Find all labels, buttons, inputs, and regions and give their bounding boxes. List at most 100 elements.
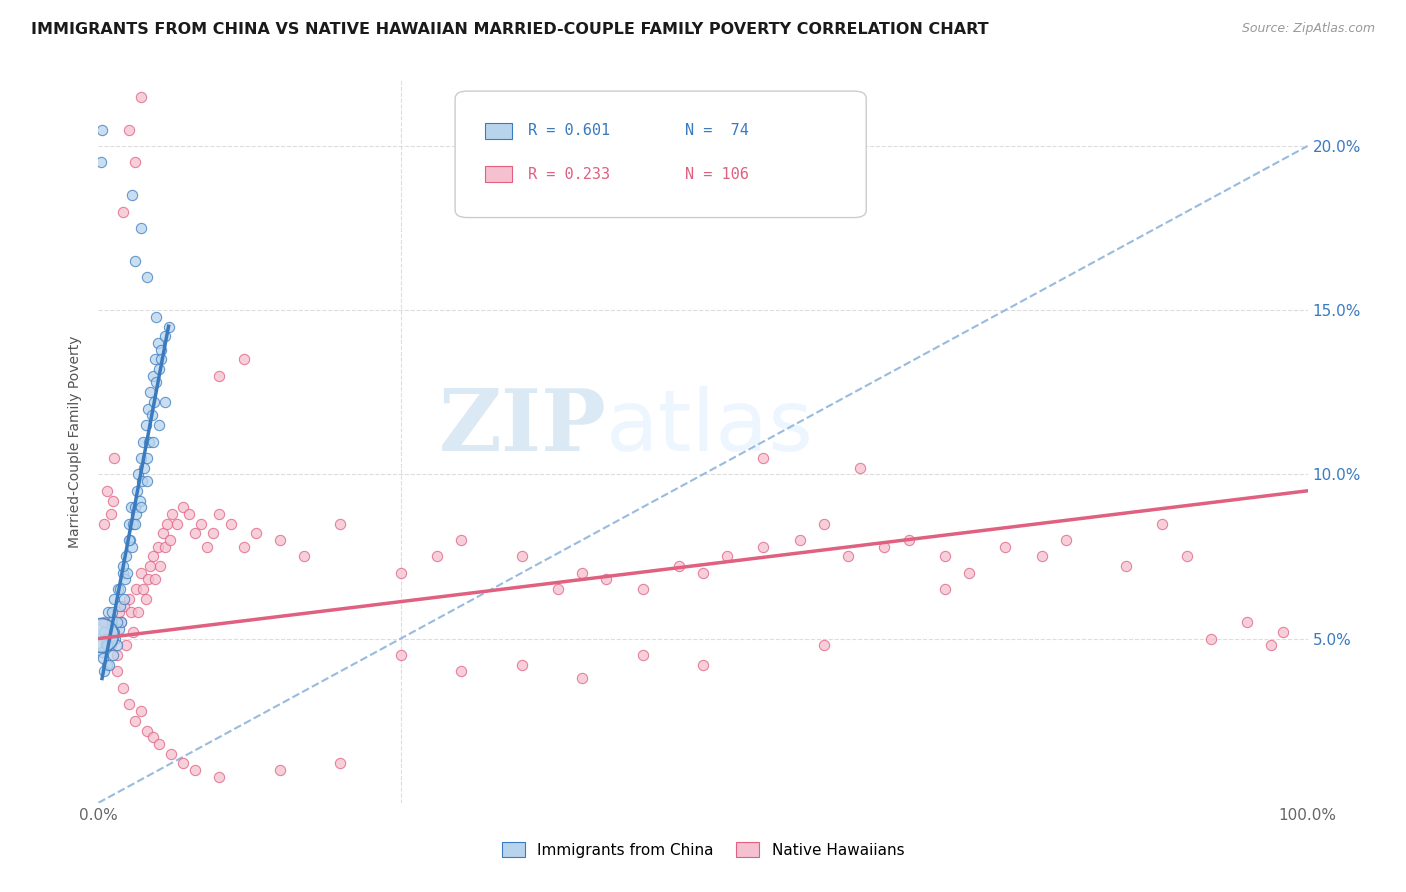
Point	[129, 89, 152, 103]
Point	[897, 533, 920, 547]
Point	[547, 582, 569, 597]
Point	[121, 188, 143, 202]
Point	[184, 763, 207, 777]
Point	[389, 566, 412, 580]
Point	[135, 723, 157, 738]
Point	[849, 460, 872, 475]
Point	[148, 362, 170, 376]
Point	[111, 566, 134, 580]
Point	[571, 671, 593, 685]
Point	[96, 638, 118, 652]
Point	[143, 573, 166, 587]
Point	[118, 122, 141, 136]
FancyBboxPatch shape	[456, 91, 866, 218]
Point	[149, 559, 172, 574]
Text: atlas: atlas	[606, 385, 814, 468]
Point	[752, 450, 775, 465]
Point	[142, 730, 165, 744]
Point	[105, 638, 128, 652]
Y-axis label: Married-Couple Family Poverty: Married-Couple Family Poverty	[69, 335, 83, 548]
Point	[143, 395, 166, 409]
Point	[98, 657, 121, 672]
Point	[292, 549, 315, 564]
Point	[145, 310, 167, 324]
Point	[105, 665, 128, 679]
Point	[813, 638, 835, 652]
Point	[118, 533, 141, 547]
Point	[124, 516, 146, 531]
Point	[91, 645, 114, 659]
Point	[1031, 549, 1053, 564]
Point	[91, 651, 114, 665]
Point	[118, 533, 141, 547]
Point	[110, 615, 132, 630]
Point	[131, 474, 153, 488]
Point	[138, 434, 160, 449]
Point	[129, 450, 152, 465]
Point	[101, 648, 124, 662]
Point	[108, 599, 131, 613]
Point	[101, 493, 124, 508]
Point	[159, 533, 181, 547]
Point	[129, 221, 152, 235]
Point	[107, 582, 129, 597]
Point	[152, 526, 174, 541]
Point	[716, 549, 738, 564]
Point	[232, 352, 254, 367]
Point	[132, 434, 155, 449]
Point	[221, 516, 243, 531]
Point	[129, 704, 152, 718]
Point	[100, 615, 122, 630]
Point	[1152, 516, 1174, 531]
Point	[115, 638, 138, 652]
Point	[134, 460, 156, 475]
Point	[190, 516, 212, 531]
Point	[994, 540, 1017, 554]
Point	[135, 270, 157, 285]
Point	[668, 559, 690, 574]
Point	[127, 467, 149, 482]
Point	[1054, 533, 1077, 547]
Point	[269, 763, 291, 777]
Point	[100, 638, 122, 652]
Point	[110, 615, 132, 630]
Point	[139, 385, 162, 400]
Point	[115, 549, 138, 564]
Point	[153, 395, 176, 409]
Point	[94, 638, 117, 652]
Point	[125, 582, 148, 597]
Point	[127, 605, 149, 619]
Point	[141, 409, 163, 423]
Point	[329, 756, 352, 771]
Point	[631, 648, 654, 662]
Point	[129, 566, 152, 580]
Point	[143, 352, 166, 367]
Point	[111, 559, 134, 574]
Text: R = 0.601: R = 0.601	[527, 123, 610, 138]
Point	[153, 329, 176, 343]
Point	[114, 573, 136, 587]
Legend: Immigrants from China, Native Hawaiians: Immigrants from China, Native Hawaiians	[496, 836, 910, 863]
Point	[108, 622, 131, 636]
Point	[208, 507, 231, 521]
Point	[1199, 632, 1222, 646]
Point	[595, 573, 617, 587]
Point	[934, 549, 956, 564]
Point	[157, 319, 180, 334]
Point	[125, 507, 148, 521]
Point	[813, 516, 835, 531]
Point	[426, 549, 449, 564]
Text: N = 106: N = 106	[685, 167, 749, 182]
Point	[96, 483, 118, 498]
Point	[97, 605, 120, 619]
Point	[208, 770, 231, 784]
Point	[105, 615, 128, 630]
Point	[873, 540, 896, 554]
Point	[146, 540, 169, 554]
Point	[179, 507, 201, 521]
Point	[837, 549, 859, 564]
FancyBboxPatch shape	[485, 166, 512, 182]
Text: ZIP: ZIP	[439, 385, 606, 469]
Point	[101, 625, 124, 640]
Point	[329, 516, 352, 531]
